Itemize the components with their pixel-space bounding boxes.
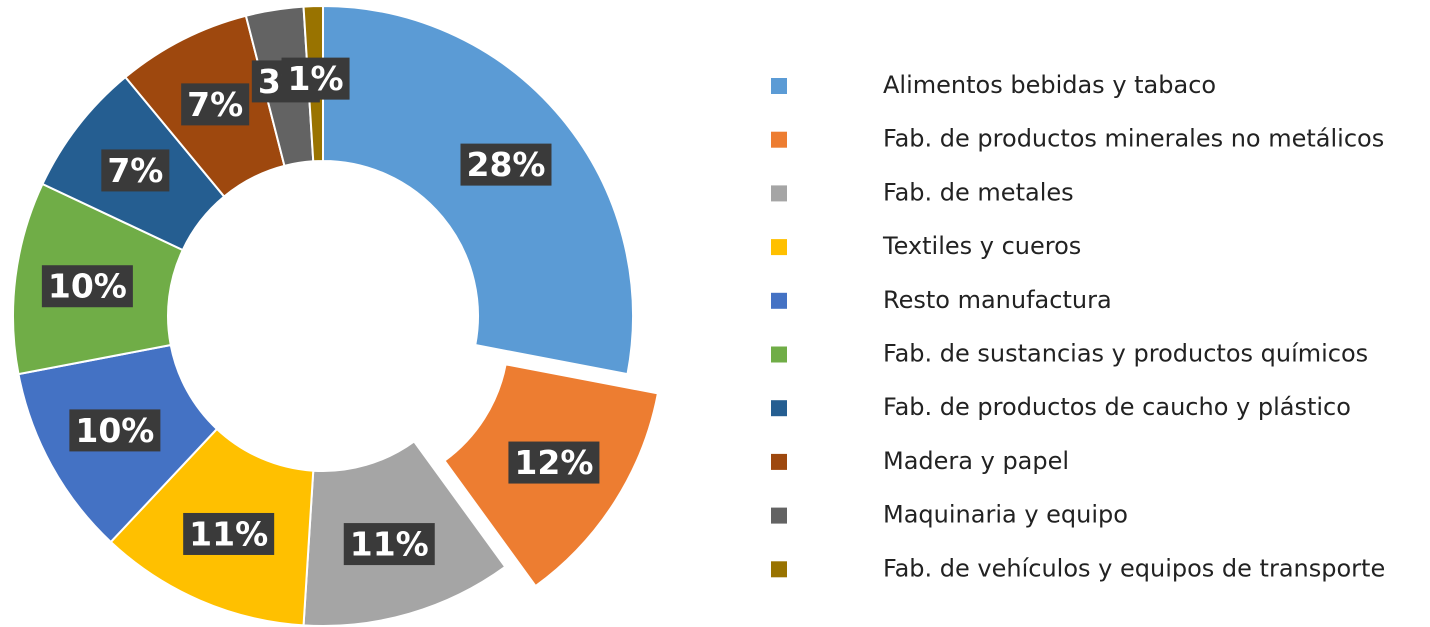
legend-swatch: [771, 400, 787, 417]
legend-label: Textiles y cueros: [882, 232, 1081, 260]
data-label-bg: [101, 149, 170, 192]
legend-swatch: [771, 78, 787, 94]
legend-swatch: [771, 561, 787, 578]
data-label-bg: [69, 409, 161, 452]
data-label-text: 11%: [350, 525, 429, 564]
data-label-text: 1%: [288, 59, 344, 98]
data-label: 11%: [183, 512, 275, 555]
legend-label: Madera y papel: [883, 447, 1069, 475]
data-label-bg: [281, 57, 350, 100]
data-label: 7%: [181, 83, 250, 126]
legend-swatch: [771, 131, 787, 148]
data-label-bg: [181, 83, 250, 126]
data-label: 10%: [41, 265, 133, 308]
legend-swatch: [771, 453, 787, 470]
data-label: 11%: [343, 523, 435, 566]
legend-label: Resto manufactura: [883, 286, 1112, 314]
data-label-bg: [183, 512, 275, 555]
data-label: 7%: [101, 149, 170, 192]
data-label-text: 10%: [48, 267, 127, 306]
data-label-text: 11%: [189, 514, 268, 553]
legend-label: Alimentos bebidas y tabaco: [883, 71, 1216, 99]
data-label-text: 10%: [75, 411, 154, 450]
data-label-bg: [460, 143, 552, 186]
legend-label: Maquinaria y equipo: [883, 501, 1128, 529]
legend-swatch: [771, 292, 787, 309]
data-label-text: 28%: [466, 145, 545, 184]
legend-label: Fab. de productos de caucho y plástico: [883, 393, 1351, 421]
data-label-bg: [41, 265, 133, 308]
legend-label: Fab. de metales: [883, 178, 1074, 206]
legend-label: Fab. de vehículos y equipos de transport…: [883, 554, 1385, 582]
data-label-bg: [343, 523, 435, 566]
data-label-text: 7%: [107, 151, 163, 190]
data-label: 28%: [460, 143, 552, 186]
legend-swatch: [771, 507, 787, 524]
data-label-bg: [508, 441, 600, 484]
legend-swatch: [771, 346, 787, 363]
data-label: 1%: [281, 57, 350, 100]
slice: [322, 4, 634, 376]
data-label: 12%: [508, 441, 600, 484]
data-label-text: 12%: [514, 443, 593, 482]
data-label: 10%: [69, 409, 161, 452]
data-label-text: 7%: [187, 85, 243, 124]
legend-label: Fab. de sustancias y productos químicos: [883, 340, 1368, 368]
legend-swatch: [771, 239, 787, 256]
legend-swatch: [771, 185, 787, 202]
legend-label: Fab. de productos minerales no metálicos: [883, 125, 1384, 153]
